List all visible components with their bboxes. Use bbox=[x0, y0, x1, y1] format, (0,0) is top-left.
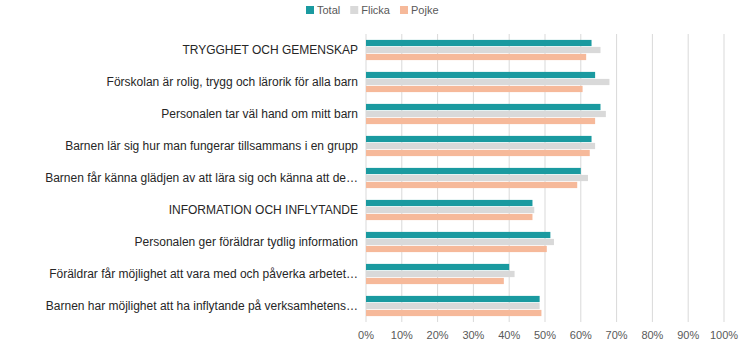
bar bbox=[366, 111, 606, 117]
tick-label: 100% bbox=[710, 329, 738, 341]
bar bbox=[366, 86, 583, 92]
bar bbox=[366, 47, 600, 53]
category-label: Föräldrar får möjlighet att vara med och… bbox=[49, 267, 358, 281]
bar bbox=[366, 143, 595, 149]
bars bbox=[366, 40, 609, 316]
tick-label: 80% bbox=[641, 329, 663, 341]
bar bbox=[366, 150, 590, 156]
bar bbox=[366, 182, 577, 188]
category-label: Personalen ger föräldrar tydlig informat… bbox=[135, 235, 358, 249]
tick-label: 50% bbox=[534, 329, 556, 341]
tick-label: 90% bbox=[677, 329, 699, 341]
grid bbox=[366, 34, 724, 322]
bar bbox=[366, 296, 540, 302]
bar bbox=[366, 278, 504, 284]
bar bbox=[366, 104, 600, 110]
bar bbox=[366, 175, 588, 181]
bar bbox=[366, 239, 554, 245]
bar bbox=[366, 168, 581, 174]
bar bbox=[366, 303, 540, 309]
bar bbox=[366, 214, 532, 220]
bar bbox=[366, 40, 592, 46]
grid-line bbox=[688, 34, 689, 322]
bar bbox=[366, 232, 550, 238]
legend-label: Total bbox=[317, 4, 340, 16]
bar bbox=[366, 207, 534, 213]
category-label: Barnen får känna glädjen av att lära sig… bbox=[45, 171, 358, 185]
bar bbox=[366, 118, 595, 124]
tick-label: 60% bbox=[570, 329, 592, 341]
legend-swatch bbox=[306, 6, 314, 14]
grid-line bbox=[616, 34, 617, 322]
category-label: Personalen tar väl hand om mitt barn bbox=[161, 107, 358, 121]
tick-label: 70% bbox=[606, 329, 628, 341]
grid-line bbox=[724, 34, 725, 322]
bar bbox=[366, 54, 586, 60]
category-label: Barnen lär sig hur man fungerar tillsamm… bbox=[65, 139, 358, 153]
category-label: Förskolan är rolig, trygg och lärorik fö… bbox=[107, 75, 358, 89]
bar bbox=[366, 246, 547, 252]
bar bbox=[366, 72, 595, 78]
chart: 0% 10% 20% 30% 40% 50% 60% 70% 80% 90% 100% TRYGGHE… bbox=[0, 0, 750, 356]
bar bbox=[366, 136, 592, 142]
bar bbox=[366, 310, 541, 316]
category-label: TRYGGHET OCH GEMENSKAP bbox=[182, 43, 358, 57]
legend-swatch bbox=[400, 6, 408, 14]
legend-swatch bbox=[350, 6, 358, 14]
legend-label: Pojke bbox=[411, 4, 439, 16]
tick-label: 40% bbox=[498, 329, 520, 341]
bar bbox=[366, 79, 609, 85]
tick-label: 30% bbox=[462, 329, 484, 341]
legend: Total Flicka Pojke bbox=[306, 4, 439, 16]
bar bbox=[366, 271, 515, 277]
tick-label: 20% bbox=[427, 329, 449, 341]
category-label: INFORMATION OCH INFLYTANDE bbox=[169, 203, 358, 217]
grid-line bbox=[652, 34, 653, 322]
category-label: Barnen har möjlighet att ha inflytande p… bbox=[46, 299, 358, 313]
bar bbox=[366, 264, 509, 270]
legend-label: Flicka bbox=[361, 4, 391, 16]
tick-label: 10% bbox=[391, 329, 413, 341]
bar bbox=[366, 200, 532, 206]
tick-label: 0% bbox=[358, 329, 374, 341]
